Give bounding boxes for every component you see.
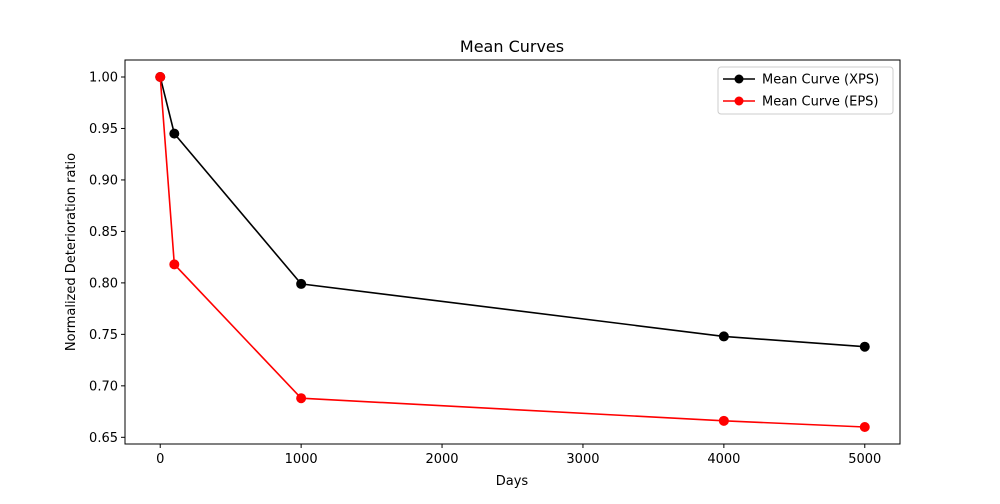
series-1-point	[169, 128, 180, 139]
series-2-point	[296, 393, 307, 404]
series-1-point	[718, 331, 729, 342]
y-tick-label: 0.75	[89, 328, 118, 343]
series-2-point	[155, 71, 166, 82]
x-axis-label: Days	[496, 474, 529, 489]
series-2-point	[169, 259, 180, 270]
legend-label: Mean Curve (EPS)	[762, 95, 879, 110]
x-tick-label: 0	[156, 452, 164, 467]
series-layer	[155, 71, 870, 433]
y-tick-label: 1.00	[89, 70, 118, 85]
x-tick-label: 4000	[707, 452, 740, 467]
x-tick-label: 5000	[848, 452, 881, 467]
x-tick-label: 1000	[285, 452, 318, 467]
plot-area-frame	[124, 59, 901, 445]
y-tick-label: 0.80	[89, 276, 118, 291]
legend-label: Mean Curve (XPS)	[762, 73, 879, 88]
series-1-point	[296, 278, 307, 289]
series-1-point	[859, 341, 870, 352]
legend: Mean Curve (XPS) Mean Curve (EPS)	[717, 66, 894, 115]
y-tick-label: 0.90	[89, 173, 118, 188]
series-2-point	[718, 415, 729, 426]
legend-swatch-marker	[734, 74, 744, 84]
x-axis-ticks: 0 1000 2000 3000 4000 5000	[156, 444, 881, 467]
x-tick-label: 3000	[566, 452, 599, 467]
legend-swatch-marker	[734, 96, 744, 106]
y-tick-label: 0.85	[89, 225, 118, 240]
legend-box	[717, 66, 894, 115]
x-tick-label: 2000	[425, 452, 458, 467]
y-tick-label: 0.65	[89, 431, 118, 446]
series-2-point	[859, 422, 870, 433]
y-axis-label: Normalized Deterioration ratio	[64, 153, 79, 351]
y-axis-ticks: 0.65 0.70 0.75 0.80 0.85 0.90 0.95 1.00	[89, 70, 125, 446]
chart-title: Mean Curves	[460, 37, 564, 56]
y-tick-label: 0.70	[89, 379, 118, 394]
y-tick-label: 0.95	[89, 122, 118, 137]
